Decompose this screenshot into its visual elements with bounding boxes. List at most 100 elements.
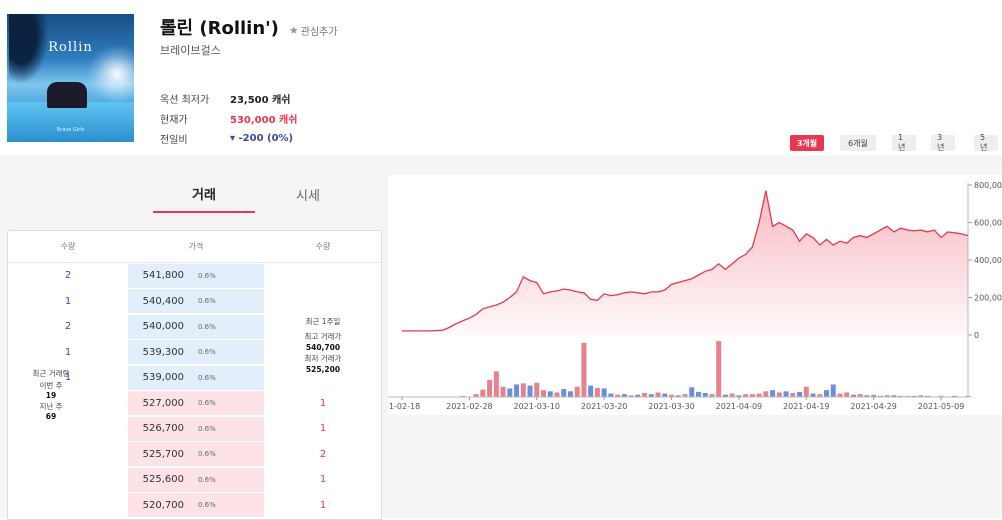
volume-bar — [480, 389, 486, 397]
volume-bar — [547, 391, 553, 397]
high-price-label: 최고 거래가 — [304, 332, 342, 341]
volume-bar — [628, 395, 634, 397]
volume-bar — [594, 387, 600, 397]
sell-qty: 2 — [64, 270, 72, 282]
sell-price: 540,000 — [142, 321, 184, 333]
y-tick-label: 800,000 — [974, 181, 1002, 190]
sell-row[interactable]: 1 539,000 0.6% — [8, 365, 381, 391]
volume-bar — [514, 384, 520, 397]
buy-pct: 0.6% — [198, 399, 216, 408]
volume-bar — [938, 395, 944, 397]
sell-qty: 1 — [64, 295, 72, 307]
sell-qty: 1 — [64, 346, 72, 358]
volume-bar — [581, 342, 587, 397]
volume-bar — [648, 394, 654, 397]
volume-bar — [588, 385, 594, 397]
volume-bar — [655, 392, 661, 397]
volume-bar — [864, 395, 870, 397]
volume-bar — [534, 382, 540, 397]
buy-row[interactable]: 525,600 0.6% 1 — [8, 467, 381, 493]
price-info: 옥션 최저가 23,500 캐쉬 현재가 530,000 캐쉬 전일비 ▾ -2… — [160, 88, 297, 148]
period-1y-button[interactable]: 1년 — [892, 133, 916, 152]
volume-bar — [749, 394, 755, 397]
volume-bar — [574, 386, 580, 397]
sell-price-cell: 540,000 0.6% — [128, 314, 264, 339]
sell-row[interactable]: 1 540,400 0.6% — [8, 289, 381, 315]
period-3y-button[interactable]: 3년 — [931, 133, 955, 152]
volume-bar — [561, 389, 567, 397]
volume-bar — [830, 384, 836, 397]
this-week-value: 19 — [45, 391, 57, 400]
sell-row[interactable]: 2 541,800 0.6% — [8, 263, 381, 289]
volume-bar — [790, 393, 796, 397]
buy-price: 525,600 — [142, 474, 184, 486]
y-tick-label: 600,000 — [974, 219, 1002, 228]
volume-bar — [716, 341, 722, 397]
volume-bar — [925, 395, 931, 397]
sell-price: 541,800 — [142, 270, 184, 282]
sell-pct: 0.6% — [198, 297, 216, 306]
volume-bar — [803, 386, 809, 397]
volume-bar — [857, 394, 863, 397]
sell-pct: 0.6% — [198, 322, 216, 331]
buy-price-cell: 527,000 0.6% — [128, 391, 264, 416]
buy-row[interactable]: 525,700 0.6% 2 — [8, 442, 381, 468]
last-week-value: 69 — [45, 412, 57, 421]
volume-bar — [844, 392, 850, 397]
header-sell-qty: 수량 — [60, 242, 76, 251]
buy-qty: 2 — [319, 448, 327, 460]
volume-bar — [567, 391, 573, 397]
buy-row[interactable]: 527,000 0.6% 1 — [8, 391, 381, 417]
volume-bar — [608, 393, 614, 397]
volume-bar — [635, 394, 641, 397]
volume-bar — [837, 393, 843, 397]
sell-pct: 0.6% — [198, 373, 216, 382]
current-price-label: 현재가 — [160, 114, 188, 126]
y-tick-label: 200,000 — [974, 294, 1002, 303]
sell-row[interactable]: 1 539,300 0.6% — [8, 340, 381, 366]
period-3m-button[interactable]: 3개월 — [790, 135, 824, 151]
x-tick-label: 2021-03-30 — [648, 402, 695, 411]
buy-row[interactable]: 520,700 0.6% 1 — [8, 493, 381, 519]
volume-bar — [554, 392, 560, 397]
volume-bar — [642, 393, 648, 397]
buy-price: 525,700 — [142, 448, 184, 460]
this-week-label: 이번 주 — [39, 381, 63, 390]
last-week-label: 지난 주 — [39, 402, 63, 411]
artist-name[interactable]: 브레이브걸스 — [160, 44, 221, 57]
volume-bar — [601, 388, 607, 397]
trade-tabs: 거래 시세 — [7, 175, 382, 213]
volume-bar — [682, 394, 688, 397]
volume-bar — [904, 395, 910, 397]
add-favorite-button[interactable]: ★ 관심추가 — [289, 23, 338, 38]
recent-week-label: 최근 1주일 — [305, 317, 341, 326]
volume-bar — [783, 391, 789, 397]
period-6m-button[interactable]: 6개월 — [840, 135, 876, 151]
price-chart[interactable]: 800,000 600,000 400,000 200,000 0 21-02-18 202… — [388, 175, 1002, 518]
star-icon: ★ — [288, 24, 299, 37]
volume-bar — [621, 394, 627, 397]
volume-bar — [709, 394, 715, 397]
buy-row[interactable]: 526,700 0.6% 1 — [8, 416, 381, 442]
volume-bar — [487, 379, 493, 397]
volume-bar — [797, 391, 803, 397]
buy-price-cell: 520,700 0.6% — [128, 493, 264, 518]
buy-price-cell: 525,700 0.6% — [128, 442, 264, 467]
period-5y-button[interactable]: 5년 — [974, 133, 998, 152]
y-tick-label: 400,000 — [974, 256, 1002, 265]
tab-market[interactable]: 시세 — [296, 188, 320, 204]
sell-qty: 1 — [64, 372, 72, 384]
recent-volume-label: 최근 거래량 — [32, 369, 70, 378]
sell-pct: 0.6% — [198, 271, 216, 280]
volume-bar — [729, 393, 735, 397]
change-value: ▾ -200 (0%) — [230, 132, 294, 144]
sell-row[interactable]: 2 540,000 0.6% — [8, 314, 381, 340]
buy-pct: 0.6% — [198, 424, 216, 433]
tab-trade[interactable]: 거래 — [153, 175, 255, 213]
sell-price-cell: 539,000 0.6% — [128, 365, 264, 390]
volume-bar — [770, 390, 776, 397]
volume-bar — [891, 395, 897, 397]
volume-bar — [918, 395, 924, 397]
volume-bar — [500, 386, 506, 397]
buy-pct: 0.6% — [198, 475, 216, 484]
